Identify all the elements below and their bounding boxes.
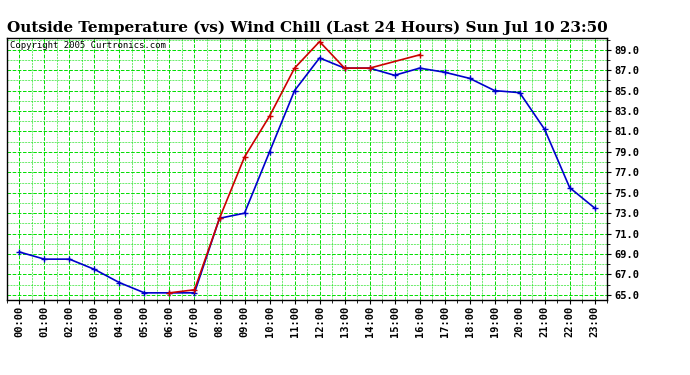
Title: Outside Temperature (vs) Wind Chill (Last 24 Hours) Sun Jul 10 23:50: Outside Temperature (vs) Wind Chill (Las… <box>7 21 607 35</box>
Text: Copyright 2005 Curtronics.com: Copyright 2005 Curtronics.com <box>10 42 166 51</box>
